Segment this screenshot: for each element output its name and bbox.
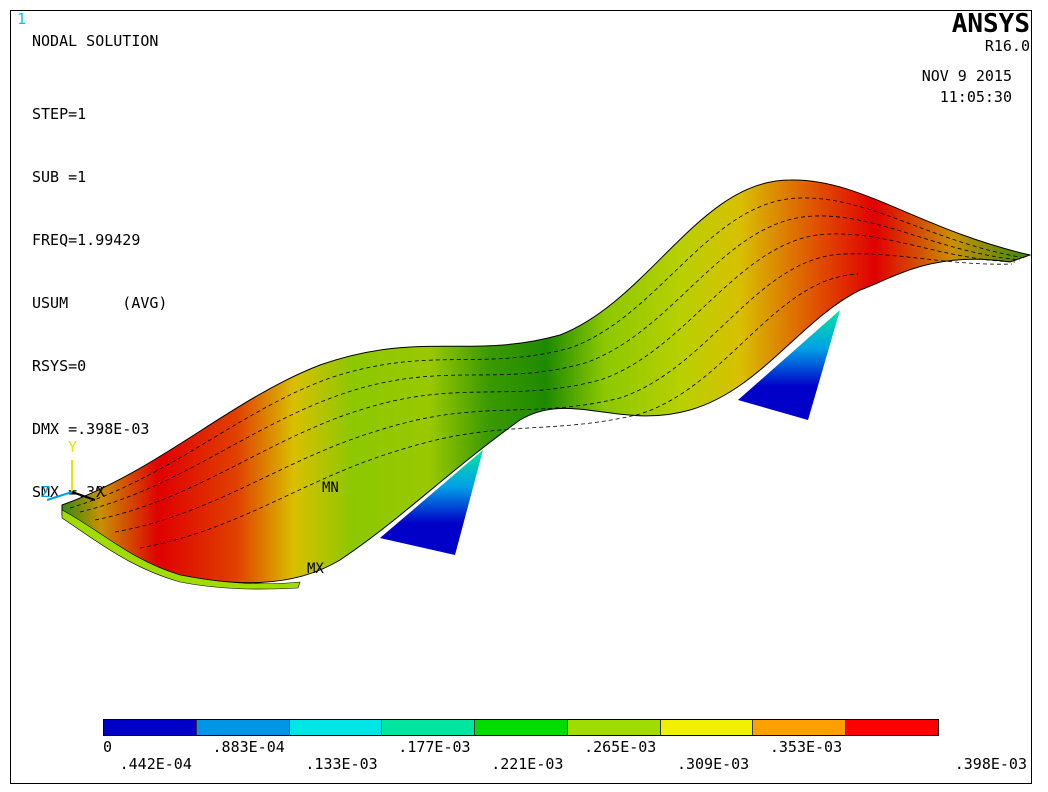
legend-tick-lower: .221E-03: [491, 755, 564, 773]
window-number: 1: [17, 10, 27, 28]
legend-color-cell: [846, 720, 939, 735]
info-freq: FREQ=1.99429: [32, 231, 141, 249]
legend-color-cell: [475, 720, 568, 735]
side-face-right: [738, 310, 840, 420]
legend-color-cell: [753, 720, 847, 735]
viewport-frame: [10, 10, 1032, 784]
brand-name: ANSYS: [951, 9, 1030, 39]
info-rsys: RSYS=0: [32, 357, 87, 375]
solution-title: NODAL SOLUTION: [32, 32, 159, 50]
min-marker: MN: [322, 480, 339, 496]
mesh-lines: [69, 197, 1026, 549]
legend-tick-upper: .883E-04: [212, 738, 285, 756]
legend-color-cell: [289, 720, 383, 735]
shell-edge-front: [61, 509, 301, 590]
side-face-left: [380, 450, 483, 555]
z-axis-label: Z: [41, 483, 50, 501]
legend-tick-upper: 0: [103, 738, 113, 756]
legend-color-cell: [660, 720, 754, 735]
x-axis-line: [71, 491, 96, 501]
legend-color-cell: [382, 720, 476, 735]
info-step: STEP=1: [32, 105, 87, 123]
legend-tick-lower: .133E-03: [305, 755, 378, 773]
y-axis-label: Y: [68, 438, 77, 456]
time-label: 11:05:30: [939, 88, 1012, 106]
legend-tick-lower: .309E-03: [676, 755, 750, 773]
legend-color-cell: [567, 720, 661, 735]
brand-version: R16.0: [984, 37, 1030, 55]
legend-tick-lower: .398E-03: [954, 755, 1027, 773]
legend-tick-upper: .265E-03: [584, 738, 657, 756]
axis-triad: Y X Z: [41, 438, 105, 501]
brand-block: ANSYS R16.0: [952, 10, 1030, 55]
date-label: NOV 9 2015: [921, 67, 1012, 85]
legend-tick-upper: .353E-03: [769, 738, 843, 756]
z-axis-line: [46, 491, 73, 501]
info-sub: SUB =1: [32, 168, 87, 186]
shell-surface: [61, 179, 1032, 584]
legend-color-cell: [196, 720, 290, 735]
legend-tick-upper: .177E-03: [398, 738, 471, 756]
datetime-block: NOV 9 2015 11:05:30: [922, 66, 1012, 108]
info-usum: USUM (AVG): [32, 294, 168, 312]
max-marker: MX: [307, 561, 324, 577]
legend-color-cell: [104, 720, 197, 735]
legend-tick-lower: .442E-04: [119, 755, 192, 773]
contour-legend-bar: [103, 719, 939, 736]
x-axis-label: X: [96, 483, 105, 501]
info-dmx: DMX =.398E-03: [32, 420, 150, 438]
